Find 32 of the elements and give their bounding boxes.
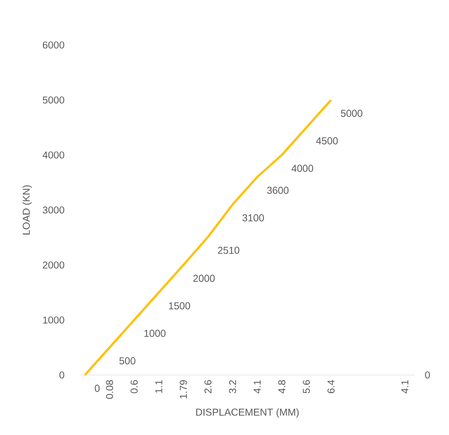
y-tick-label: 5000 xyxy=(42,96,64,104)
data-label: 4000 xyxy=(292,164,314,172)
y-tick-label: 2000 xyxy=(42,261,64,269)
data-label: 1000 xyxy=(144,330,166,337)
data-label: 2000 xyxy=(193,274,215,282)
x-tick-label: 4.8 xyxy=(278,380,286,394)
x-tick-label: 5.6 xyxy=(302,380,310,394)
data-label: 5000 xyxy=(340,110,362,117)
x-tick-label: 4.1 xyxy=(254,380,261,394)
y-tick-label: 6000 xyxy=(42,41,64,49)
text: 0 xyxy=(425,371,430,379)
data-label: 2510 xyxy=(218,246,240,254)
x-tick-label: 0.6 xyxy=(130,380,138,394)
x-tick-label: 3.2 xyxy=(229,380,236,394)
y-tick-label: 0 xyxy=(59,371,64,379)
data-label: 500 xyxy=(119,357,136,364)
x-tick-label: 1.1 xyxy=(155,380,162,393)
x-tick-label: 0.08 xyxy=(106,380,114,399)
x-tick-label: 1.79 xyxy=(180,380,187,398)
data-label: 3100 xyxy=(242,214,264,222)
data-label: 0 xyxy=(94,384,100,392)
x-axis-title: DISPLACEMENT (MM) xyxy=(196,408,299,418)
y-axis-title: LOAD (KN) xyxy=(22,185,32,234)
x-tick-label: 2.6 xyxy=(204,380,212,394)
y-tick-label: 3000 xyxy=(42,206,64,214)
y-tick-label: 4000 xyxy=(42,151,64,159)
data-label: 3600 xyxy=(267,186,289,194)
x-tick-label: 4.1 xyxy=(401,380,408,394)
y-tick-label: 1000 xyxy=(43,316,64,324)
data-label: 1500 xyxy=(169,302,190,310)
data-label: 4500 xyxy=(316,137,338,144)
x-tick-label: 6.4 xyxy=(327,380,335,394)
